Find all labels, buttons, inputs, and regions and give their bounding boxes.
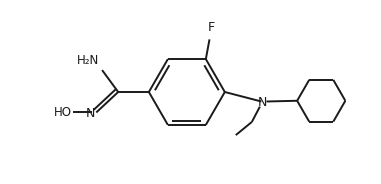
Text: N: N [86,107,96,120]
Text: F: F [208,21,215,33]
Text: H₂N: H₂N [77,54,99,67]
Text: N: N [258,96,267,109]
Text: HO: HO [53,106,72,119]
